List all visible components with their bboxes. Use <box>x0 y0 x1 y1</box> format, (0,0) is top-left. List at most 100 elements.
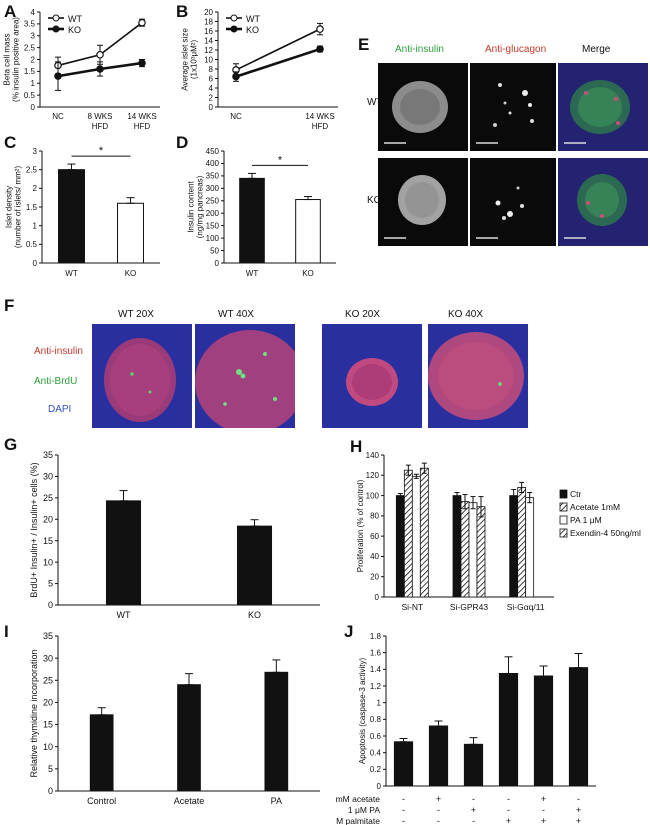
chart-b-y-label-line: (1x10³μM²) <box>190 40 199 80</box>
chart-a-y-tick-label: 0.5 <box>24 91 36 100</box>
chart-a-x-tick-label: HFD <box>134 122 151 131</box>
chart-d-y-tick-label: 400 <box>206 159 220 168</box>
chart-g-bar <box>105 500 142 606</box>
chart-d-x-tick-label: KO <box>302 269 314 278</box>
chart-b-y-tick-label: 18 <box>204 17 213 26</box>
chart-g-y-tick-label: 5 <box>48 579 53 589</box>
chart-d-y-tick-label: 300 <box>206 184 220 193</box>
chart-j-y-tick-label: 1.2 <box>370 682 382 691</box>
micrograph-wt-40x <box>195 324 295 428</box>
chart-i-x-tick-label: Control <box>87 796 116 806</box>
chart-h-bar <box>460 501 470 598</box>
chart-d-insulin-content: 0 50 100 150 200 250 300 350 400 450 Insulin conte… <box>187 147 336 278</box>
chart-d-y-label-line: Insulin content <box>187 180 196 232</box>
chart-d-y-tick-label: 200 <box>206 209 220 218</box>
chart-b-series-line <box>235 47 321 78</box>
chart-c-y-tick-label: 0.5 <box>26 240 38 249</box>
stain-label-dapi: DAPI <box>48 404 72 415</box>
chart-a-y-label-line: Beta cell mass <box>3 33 12 85</box>
chart-b-y-tick-label: 8 <box>209 65 214 74</box>
chart-j-y-tick-label: 1 <box>377 698 382 707</box>
chart-a-point <box>96 50 104 59</box>
micrograph-ko-glucagon <box>470 158 556 246</box>
chart-a-x-tick-label: 14 WKS <box>127 112 156 121</box>
chart-b-y-tick-label: 0 <box>209 103 214 112</box>
chart-a-legend-marker <box>52 25 60 33</box>
chart-a-y-tick-label: 1.5 <box>24 67 36 76</box>
chart-j-condition-sign: + <box>471 805 476 815</box>
panel-letter-d: D <box>176 133 189 152</box>
chart-j-y-tick-label: 1.8 <box>370 632 382 641</box>
chart-i-y-label-line: Relative thymidine incorporation <box>29 649 39 777</box>
chart-h-x-tick-label: Si-Gαq/11 <box>507 602 545 612</box>
chart-h-bar <box>419 467 429 598</box>
chart-b-x-tick-label: NC <box>230 112 242 121</box>
chart-j-bar <box>393 741 414 787</box>
chart-j-condition-sign: - <box>542 805 545 815</box>
chart-j-condition-sign: - <box>472 816 475 825</box>
panel-letter-f: F <box>4 296 15 315</box>
chart-h-bar <box>452 495 462 598</box>
chart-d-y-tick-label: 0 <box>215 259 220 268</box>
chart-i-y-tick-label: 35 <box>43 631 53 641</box>
chart-j-condition-sign: - <box>577 794 580 804</box>
chart-i-y-tick-label: 30 <box>43 653 53 663</box>
chart-b-y-label-line: Average islet size <box>181 28 190 91</box>
chart-h-legend-label: Exendin-4 50ng/ml <box>570 528 641 538</box>
panel-letter-i: I <box>4 622 9 641</box>
panel-letter-b: B <box>176 2 189 21</box>
chart-c-y-tick-label: 2.5 <box>26 165 38 174</box>
chart-i-bar <box>264 671 289 792</box>
chart-c-islet-density: 0 0.5 1 1.5 2 2.5 3 Islet density (number of isl… <box>5 145 160 278</box>
chart-h-y-tick-label: 80 <box>370 512 379 521</box>
chart-j-condition-sign: + <box>436 794 441 804</box>
panel-letter-h: H <box>350 437 363 456</box>
chart-h-bar <box>476 506 486 598</box>
chart-g-y-tick-label: 30 <box>43 472 53 482</box>
chart-a-y-tick-label: 2.5 <box>24 43 36 52</box>
chart-c-bar <box>117 202 144 264</box>
chart-j-bar <box>428 725 449 787</box>
chart-d-significance-star: * <box>278 154 283 166</box>
chart-j-condition-sign: - <box>507 794 510 804</box>
micrograph-ko-20x <box>322 324 422 428</box>
chart-h-bar <box>395 495 405 598</box>
chart-j-condition-sign: + <box>576 816 581 825</box>
chart-h-legend-swatch <box>559 502 568 512</box>
chart-a-x-tick-label: NC <box>52 112 64 121</box>
micrograph-panel-f: Anti-insulin Anti-BrdU DAPI WT 20X WT 40… <box>0 300 650 432</box>
panel-letter-j: J <box>344 622 354 641</box>
chart-b-point <box>232 72 240 81</box>
micrograph-wt-insulin <box>378 63 468 151</box>
chart-j-condition-sign: - <box>472 794 475 804</box>
chart-h-legend-label: PA 1 μM <box>570 515 602 525</box>
chart-c-x-tick-label: KO <box>125 269 137 278</box>
chart-h-legend-label: Ctr <box>570 489 582 499</box>
chart-c-bar <box>58 169 85 264</box>
chart-i-y-tick-label: 5 <box>48 764 53 774</box>
chart-i-bar <box>89 714 114 792</box>
chart-d-bar <box>295 199 321 264</box>
micrograph-wt-glucagon <box>470 63 556 151</box>
chart-a-y-tick-label: 0 <box>31 103 36 112</box>
chart-h-proliferation: 0 20 40 60 80 100 120 140 Proliferation (% of co… <box>356 451 641 612</box>
chart-i-y-tick-label: 0 <box>48 786 53 796</box>
chart-d-y-label-line: (ng/mg pancreas) <box>196 175 205 238</box>
chart-c-y-tick-label: 3 <box>33 147 38 156</box>
chart-a-x-tick-label: HFD <box>92 122 109 131</box>
chart-g-x-tick-label: KO <box>248 610 261 620</box>
chart-a-legend-label: WT <box>68 14 82 24</box>
chart-j-condition-label: 1 mM acetate <box>336 794 380 804</box>
chart-g-x-tick-label: WT <box>117 610 131 620</box>
chart-i-y-tick-label: 15 <box>43 720 53 730</box>
chart-a-beta-cell-mass: 0 0.5 1 1.5 2 2.5 3 3.5 4 Beta cell mass (% insuli… <box>3 8 160 131</box>
chart-j-y-tick-label: 0.8 <box>370 715 382 724</box>
chart-i-x-tick-label: PA <box>271 796 282 806</box>
chart-h-y-tick-label: 60 <box>370 532 379 541</box>
chart-j-condition-sign: - <box>437 816 440 825</box>
chart-a-legend-label: KO <box>68 25 81 35</box>
chart-a-point <box>138 59 146 67</box>
image-title-wt-20x: WT 20X <box>118 309 154 320</box>
chart-h-y-tick-label: 140 <box>366 451 380 460</box>
